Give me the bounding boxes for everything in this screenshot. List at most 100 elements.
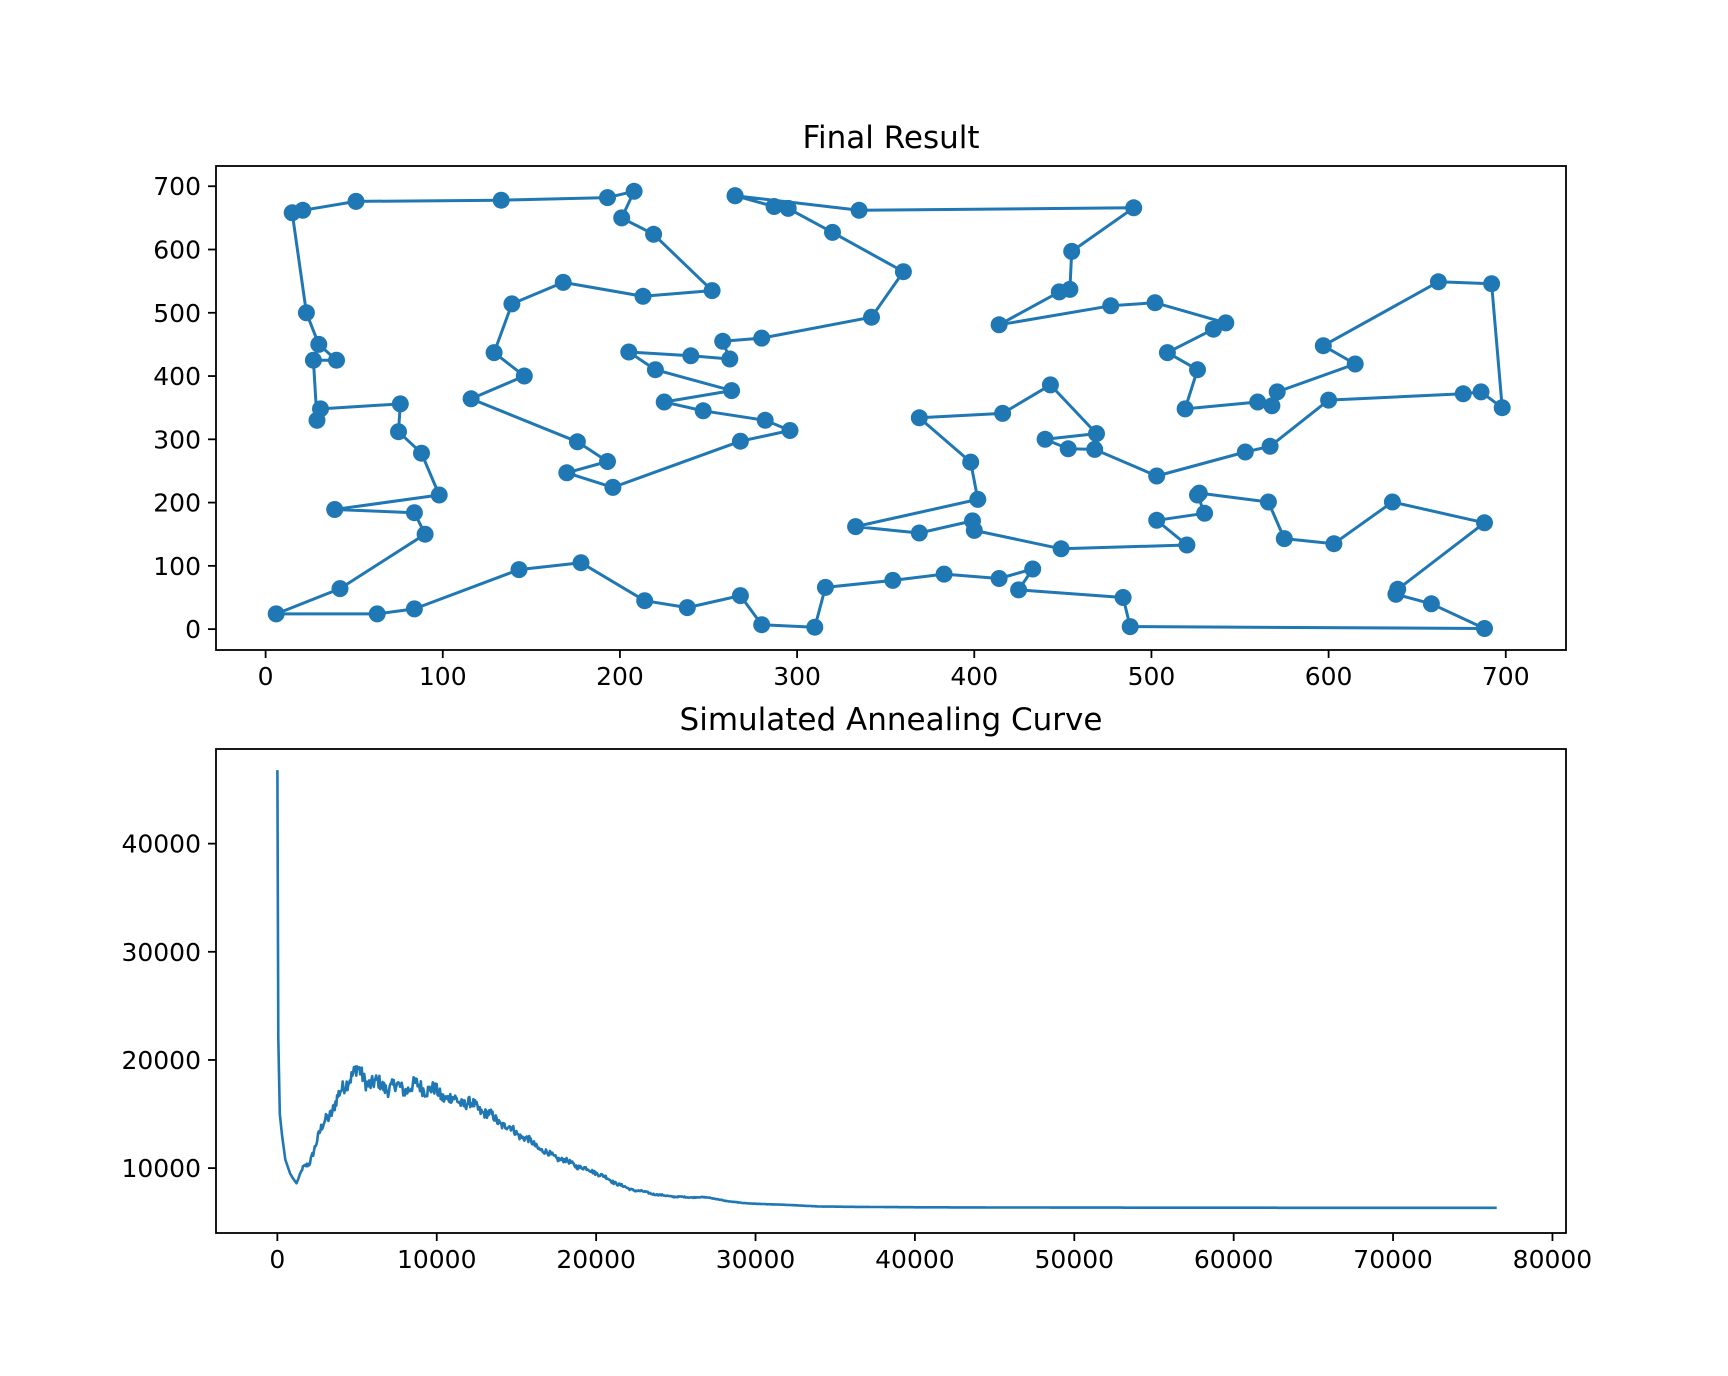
- city-point: [1483, 275, 1501, 293]
- city-point: [492, 191, 510, 209]
- city-point: [1086, 440, 1104, 458]
- annealing-curve-frame: [215, 748, 1567, 1234]
- city-point: [1125, 199, 1143, 217]
- city-point: [283, 204, 301, 222]
- city-point: [1102, 297, 1120, 315]
- x-tick-label: 200: [596, 662, 644, 691]
- city-point: [678, 599, 696, 617]
- city-point: [416, 525, 434, 543]
- city-point: [894, 263, 912, 281]
- city-point: [391, 395, 409, 413]
- city-point: [430, 486, 448, 504]
- annealing-cost-line: [276, 770, 1498, 1210]
- city-point: [636, 592, 654, 610]
- city-point: [847, 518, 865, 536]
- city-point: [267, 605, 285, 623]
- y-tick-label: 500: [153, 299, 201, 328]
- city-point: [816, 578, 834, 596]
- city-point: [1114, 589, 1132, 606]
- city-point: [1217, 314, 1235, 332]
- city-point: [613, 209, 631, 227]
- city-point: [503, 295, 521, 313]
- city-point: [510, 561, 528, 579]
- y-tick-label: 400: [153, 362, 201, 391]
- city-point: [731, 432, 749, 450]
- city-point: [634, 287, 652, 305]
- city-point: [1148, 511, 1166, 529]
- city-point: [1472, 383, 1490, 401]
- x-tick-label: 30000: [716, 1245, 796, 1274]
- x-tick-label: 300: [773, 662, 821, 691]
- city-point: [1476, 620, 1493, 637]
- city-point: [964, 512, 981, 530]
- city-point: [694, 402, 712, 420]
- y-tick-label: 40000: [121, 830, 201, 859]
- y-tick-label: 200: [153, 489, 201, 518]
- city-point: [1036, 430, 1054, 448]
- city-point: [1176, 400, 1194, 418]
- city-point: [731, 587, 749, 605]
- city-point: [312, 400, 329, 418]
- city-point: [515, 367, 533, 385]
- y-tick-label: 10000: [121, 1154, 201, 1183]
- city-point: [297, 304, 315, 322]
- city-point: [723, 382, 741, 400]
- x-tick-label: 400: [950, 662, 998, 691]
- city-point: [726, 187, 744, 205]
- city-point: [781, 422, 799, 439]
- x-tick-label: 80000: [1513, 1245, 1593, 1274]
- y-tick-label: 20000: [121, 1046, 201, 1075]
- city-point: [604, 478, 622, 496]
- city-point: [753, 329, 771, 347]
- city-point: [994, 404, 1012, 422]
- city-point: [1088, 425, 1105, 443]
- city-point: [990, 316, 1008, 334]
- x-tick-label: 20000: [556, 1245, 636, 1274]
- x-tick-label: 10000: [397, 1245, 477, 1274]
- city-point: [462, 390, 480, 408]
- city-point: [779, 199, 797, 217]
- x-tick-label: 100: [419, 662, 467, 691]
- y-tick-label: 600: [153, 236, 201, 265]
- city-point: [655, 393, 673, 411]
- city-point: [1178, 536, 1196, 554]
- city-point: [1196, 504, 1214, 522]
- city-point: [347, 192, 365, 210]
- city-point: [485, 344, 503, 362]
- city-point: [703, 282, 721, 300]
- final-result-axes: Final Result 0 100 200 300 400 500 600 700 0 100 2…: [153, 120, 1567, 691]
- city-point: [331, 580, 349, 598]
- y-tick-label: 0: [185, 615, 201, 644]
- city-point: [1236, 443, 1254, 461]
- y-tick-label: 700: [153, 172, 201, 201]
- city-point: [1476, 514, 1493, 532]
- city-point: [310, 335, 328, 353]
- city-point: [1346, 355, 1364, 373]
- city-point: [1024, 560, 1042, 578]
- city-point: [1010, 581, 1028, 599]
- x-tick-label: 500: [1128, 662, 1176, 691]
- x-tick-label: 0: [258, 662, 274, 691]
- city-point: [599, 453, 616, 470]
- city-point: [682, 347, 700, 365]
- city-point: [558, 464, 576, 482]
- final-result-title: Final Result: [802, 120, 979, 156]
- x-tick-label: 40000: [875, 1245, 955, 1274]
- city-point: [1146, 294, 1164, 312]
- city-point: [390, 423, 407, 441]
- city-point: [969, 490, 987, 508]
- city-point: [990, 570, 1008, 587]
- city-point: [1325, 535, 1343, 553]
- city-point: [625, 182, 643, 200]
- x-tick-label: 0: [269, 1245, 285, 1274]
- y-tick-label: 30000: [121, 938, 201, 967]
- city-point: [1493, 399, 1511, 417]
- annealing-curve-plot-area: [276, 770, 1498, 1210]
- final-result-plot-area: [267, 182, 1511, 637]
- x-tick-label: 60000: [1194, 1245, 1274, 1274]
- city-point: [1061, 280, 1079, 298]
- city-point: [714, 332, 732, 350]
- city-point: [645, 225, 663, 243]
